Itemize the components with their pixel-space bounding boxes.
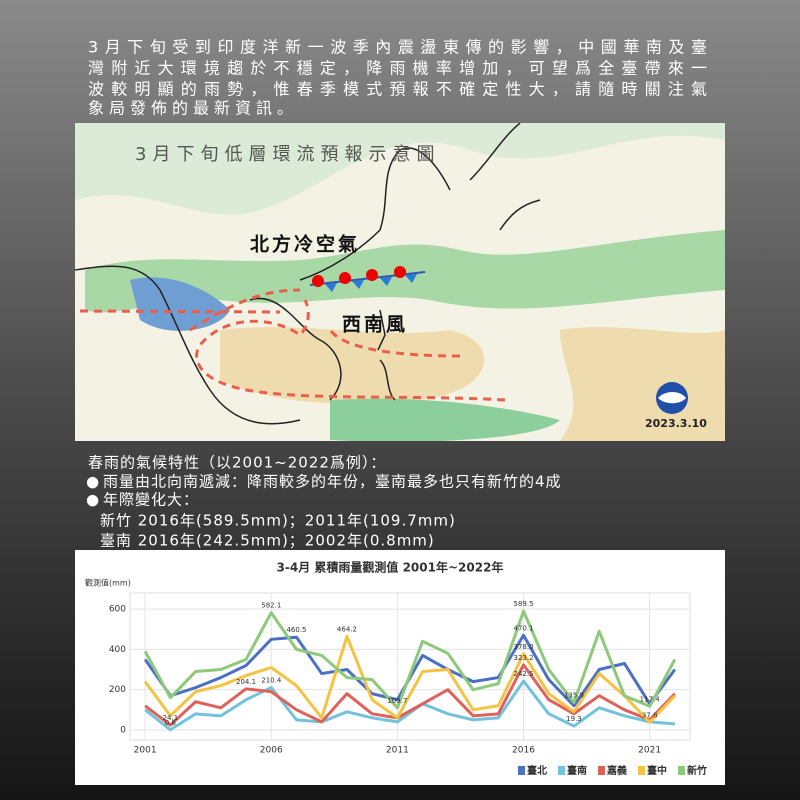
- value-label: 210.4: [261, 677, 282, 685]
- legend-swatch: [678, 766, 685, 775]
- climate-bullet: 雨量由北向南遞減：降雨較多的年份，臺南最多也只有新竹的4成: [103, 473, 562, 491]
- y-tick-label: 0: [120, 725, 126, 735]
- y-tick-label: 600: [109, 605, 126, 615]
- value-label: 24.1: [163, 714, 179, 722]
- value-label: 0.8: [165, 719, 176, 727]
- climate-bullet: 年際變化大：: [103, 491, 199, 509]
- chart-title: 3-4月 累積雨量觀測值 2001年~2022年: [277, 560, 504, 575]
- map-label: 西南風: [342, 314, 408, 336]
- legend-label: 臺北: [527, 764, 547, 777]
- flow-arrows: [79, 288, 506, 402]
- front-cold: [325, 274, 417, 292]
- legend-swatch: [638, 766, 645, 775]
- map-title: 3月下旬低層環流預報示意圖: [135, 144, 440, 165]
- map-region: [130, 277, 230, 331]
- bullet-marker: ●: [86, 491, 100, 509]
- value-label: 460.5: [286, 626, 306, 634]
- front-warm: [312, 266, 406, 287]
- x-tick-label: 2016: [512, 746, 535, 756]
- x-tick-label: 2021: [638, 746, 661, 756]
- plot-frame: [129, 592, 691, 741]
- series-line: [143, 634, 676, 724]
- value-label: 378.0: [513, 643, 533, 651]
- value-label: 242.5: [513, 670, 533, 678]
- logo: [658, 392, 686, 404]
- map-region: [560, 327, 725, 441]
- y-tick-label: 200: [109, 685, 126, 695]
- value-label: 323.2: [513, 654, 533, 662]
- y-axis-label: 觀測值(mm): [85, 578, 131, 588]
- coastline: [75, 123, 541, 425]
- x-tick-label: 2011: [386, 746, 409, 756]
- value-label: 470.1: [513, 624, 533, 632]
- legend-swatch: [558, 766, 565, 775]
- map-region: [330, 398, 560, 441]
- map-region: [75, 123, 725, 215]
- map-label: 北方冷空氣: [250, 233, 360, 256]
- value-label: 464.2: [337, 625, 357, 633]
- legend-swatch: [518, 766, 525, 775]
- legend-swatch: [598, 766, 605, 775]
- value-label: 204.1: [236, 678, 256, 686]
- bullet-marker: ●: [86, 473, 100, 491]
- intro-line: 象局發佈的最新資訊。: [88, 99, 298, 118]
- series-line: [144, 679, 675, 732]
- value-label: 19.3: [566, 715, 582, 723]
- series-line: [144, 663, 676, 727]
- value-label: 109.7: [387, 697, 407, 705]
- value-label: 37.8: [642, 711, 658, 719]
- plot: 0 200 400 600 2001 2006 2011 2016 2021 460.5 470.1…: [109, 592, 707, 777]
- value-label: 117.4: [640, 695, 661, 703]
- intro-line: 灣附近大環境趨於不穩定，降雨機率增加，可望爲全臺帶來一: [88, 59, 712, 78]
- x-tick-label: 2006: [260, 746, 283, 756]
- climate-record: 新竹 2016年(589.5mm)；2011年(109.7mm): [100, 512, 456, 530]
- y-tick-label: 400: [109, 645, 126, 655]
- series-line: [143, 609, 677, 710]
- map: [75, 123, 725, 441]
- legend-label: 臺中: [647, 764, 667, 777]
- x-tick-label: 2001: [134, 746, 157, 756]
- map-region: [220, 327, 485, 404]
- legend-label: 嘉義: [606, 764, 627, 777]
- climate-heading: 春雨的氣候特性（以2001~2022爲例）：: [88, 454, 386, 472]
- value-label: 589.5: [513, 600, 533, 608]
- chart-panel: [75, 550, 725, 785]
- climate-record: 臺南 2016年(242.5mm)；2002年(0.8mm): [100, 532, 435, 550]
- legend-label: 新竹: [687, 764, 707, 777]
- value-label: 135.9: [564, 692, 584, 700]
- value-label: 582.1: [261, 602, 281, 610]
- intro-line: 3月下旬受到印度洋新一波季內震盪東傳的影響，中國華南及臺: [88, 38, 712, 57]
- legend-label: 臺南: [567, 764, 587, 777]
- map-date: 2023.3.10: [645, 417, 707, 430]
- intro-line: 波較明顯的雨勢，惟春季模式預報不確定性大，請隨時關注氣: [88, 80, 712, 99]
